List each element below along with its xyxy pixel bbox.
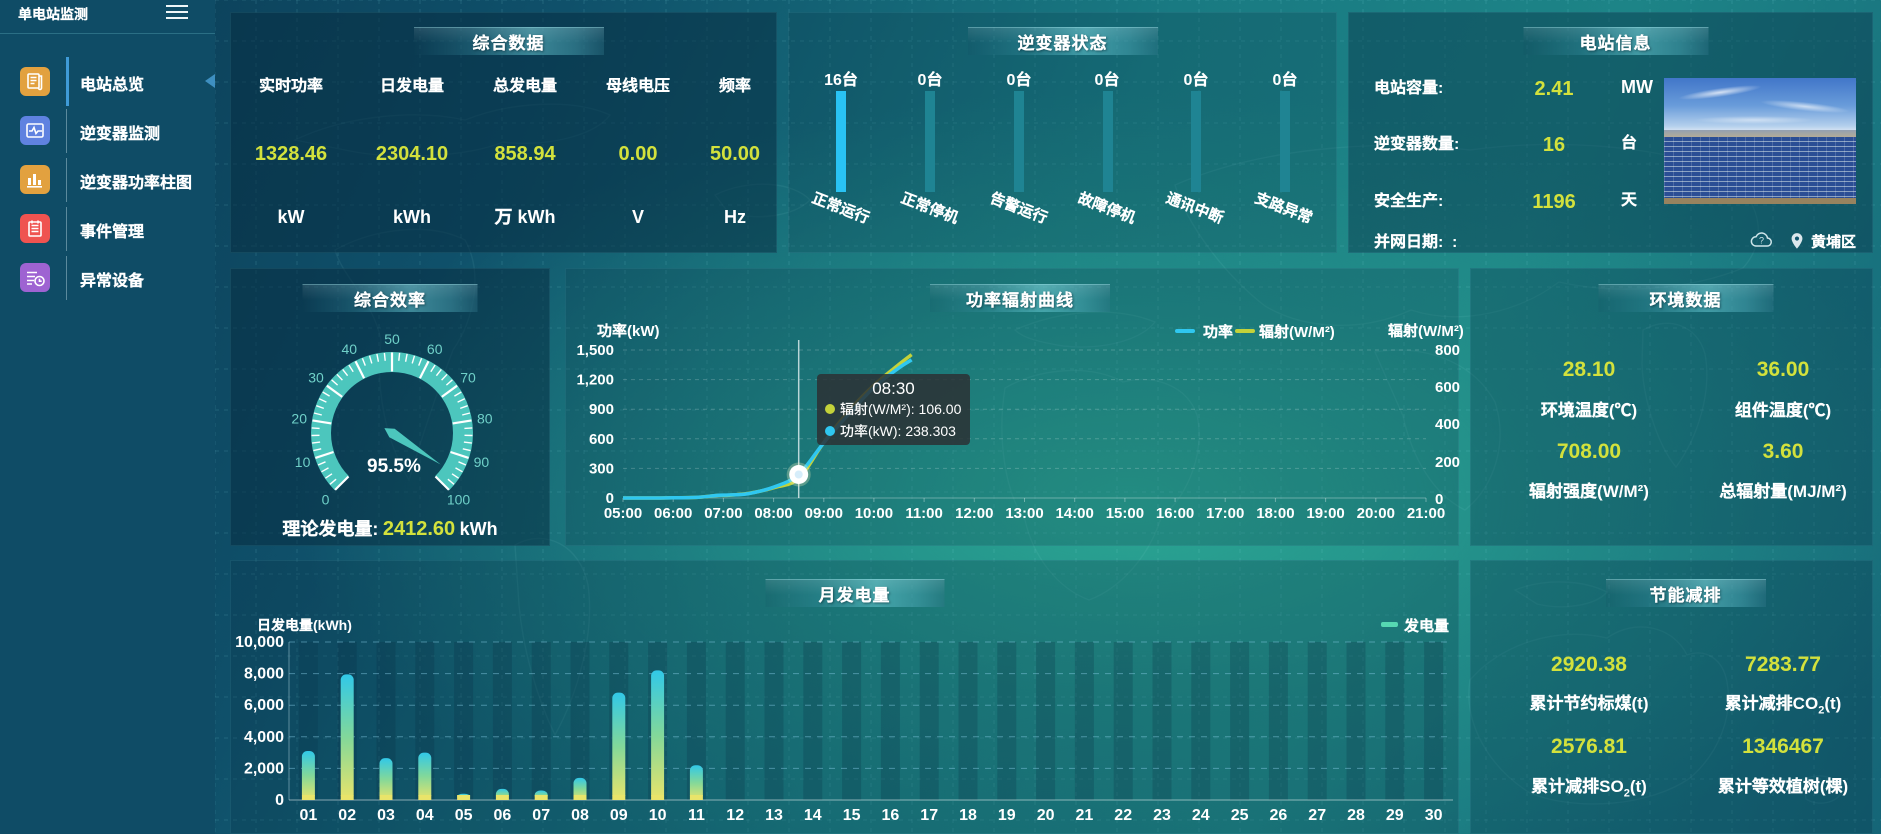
svg-text:20:00: 20:00 (1357, 505, 1395, 522)
svg-text:1,500: 1,500 (576, 342, 614, 359)
svg-text:17:00: 17:00 (1206, 505, 1244, 522)
svg-text:18: 18 (959, 807, 977, 824)
svg-text:22: 22 (1114, 807, 1132, 824)
svg-text:27: 27 (1308, 807, 1326, 824)
svg-text:60: 60 (427, 341, 443, 357)
svg-text:12:00: 12:00 (955, 505, 993, 522)
svg-text:11:00: 11:00 (905, 505, 943, 522)
svg-text:21:00: 21:00 (1407, 505, 1445, 522)
svg-text:19:00: 19:00 (1306, 505, 1344, 522)
svg-text:100: 100 (447, 492, 471, 508)
svg-text:40: 40 (342, 341, 358, 357)
svg-text:07: 07 (532, 807, 550, 824)
svg-text:29: 29 (1386, 807, 1404, 824)
svg-text:08: 08 (571, 807, 589, 824)
svg-text:10: 10 (295, 454, 311, 470)
svg-text:25: 25 (1231, 807, 1249, 824)
svg-text:10: 10 (649, 807, 667, 824)
svg-text:15: 15 (843, 807, 861, 824)
svg-text:05: 05 (455, 807, 473, 824)
svg-text:90: 90 (474, 454, 490, 470)
svg-text:200: 200 (1435, 454, 1460, 471)
svg-text:800: 800 (1435, 342, 1460, 359)
svg-text:0: 0 (322, 492, 330, 508)
svg-text:20: 20 (291, 410, 307, 426)
svg-text:16: 16 (882, 807, 900, 824)
svg-text:10,000: 10,000 (235, 634, 284, 651)
svg-text:10:00: 10:00 (855, 505, 893, 522)
svg-text:1,200: 1,200 (576, 372, 614, 389)
svg-text:26: 26 (1270, 807, 1288, 824)
svg-text:14:00: 14:00 (1056, 505, 1094, 522)
svg-text:18:00: 18:00 (1256, 505, 1294, 522)
svg-text:24: 24 (1192, 807, 1210, 824)
svg-text:21: 21 (1076, 807, 1094, 824)
svg-text:30: 30 (1425, 807, 1443, 824)
svg-text:50: 50 (384, 331, 400, 347)
svg-text:12: 12 (726, 807, 744, 824)
svg-text:23: 23 (1153, 807, 1171, 824)
svg-text:09: 09 (610, 807, 628, 824)
svg-text:19: 19 (998, 807, 1016, 824)
svg-text:28: 28 (1347, 807, 1365, 824)
svg-text:600: 600 (589, 431, 614, 448)
svg-text:0: 0 (275, 792, 284, 809)
svg-text:04: 04 (416, 807, 434, 824)
svg-text:08:00: 08:00 (754, 505, 792, 522)
svg-text:8,000: 8,000 (244, 666, 284, 683)
svg-text:09:00: 09:00 (805, 505, 843, 522)
svg-text:13:00: 13:00 (1005, 505, 1043, 522)
svg-text:0: 0 (1435, 491, 1443, 508)
svg-text:01: 01 (300, 807, 318, 824)
svg-text:6,000: 6,000 (244, 697, 284, 714)
svg-text:02: 02 (338, 807, 356, 824)
svg-text:07:00: 07:00 (704, 505, 742, 522)
svg-text:0: 0 (606, 490, 614, 507)
svg-text:03: 03 (377, 807, 395, 824)
svg-text:?: ? (1759, 236, 1764, 246)
svg-text:400: 400 (1435, 416, 1460, 433)
svg-text:06:00: 06:00 (654, 505, 692, 522)
svg-text:16:00: 16:00 (1156, 505, 1194, 522)
svg-text:11: 11 (688, 807, 705, 824)
svg-text:900: 900 (589, 401, 614, 418)
svg-text:600: 600 (1435, 379, 1460, 396)
svg-text:15:00: 15:00 (1106, 505, 1144, 522)
svg-text:70: 70 (460, 370, 476, 386)
svg-text:30: 30 (308, 370, 324, 386)
svg-text:300: 300 (589, 460, 614, 477)
svg-text:2,000: 2,000 (244, 760, 284, 777)
svg-text:17: 17 (920, 807, 938, 824)
svg-text:13: 13 (765, 807, 783, 824)
svg-text:06: 06 (494, 807, 512, 824)
svg-text:20: 20 (1037, 807, 1055, 824)
svg-text:4,000: 4,000 (244, 729, 284, 746)
svg-text:05:00: 05:00 (604, 505, 642, 522)
svg-text:80: 80 (477, 410, 493, 426)
svg-text:14: 14 (804, 807, 822, 824)
